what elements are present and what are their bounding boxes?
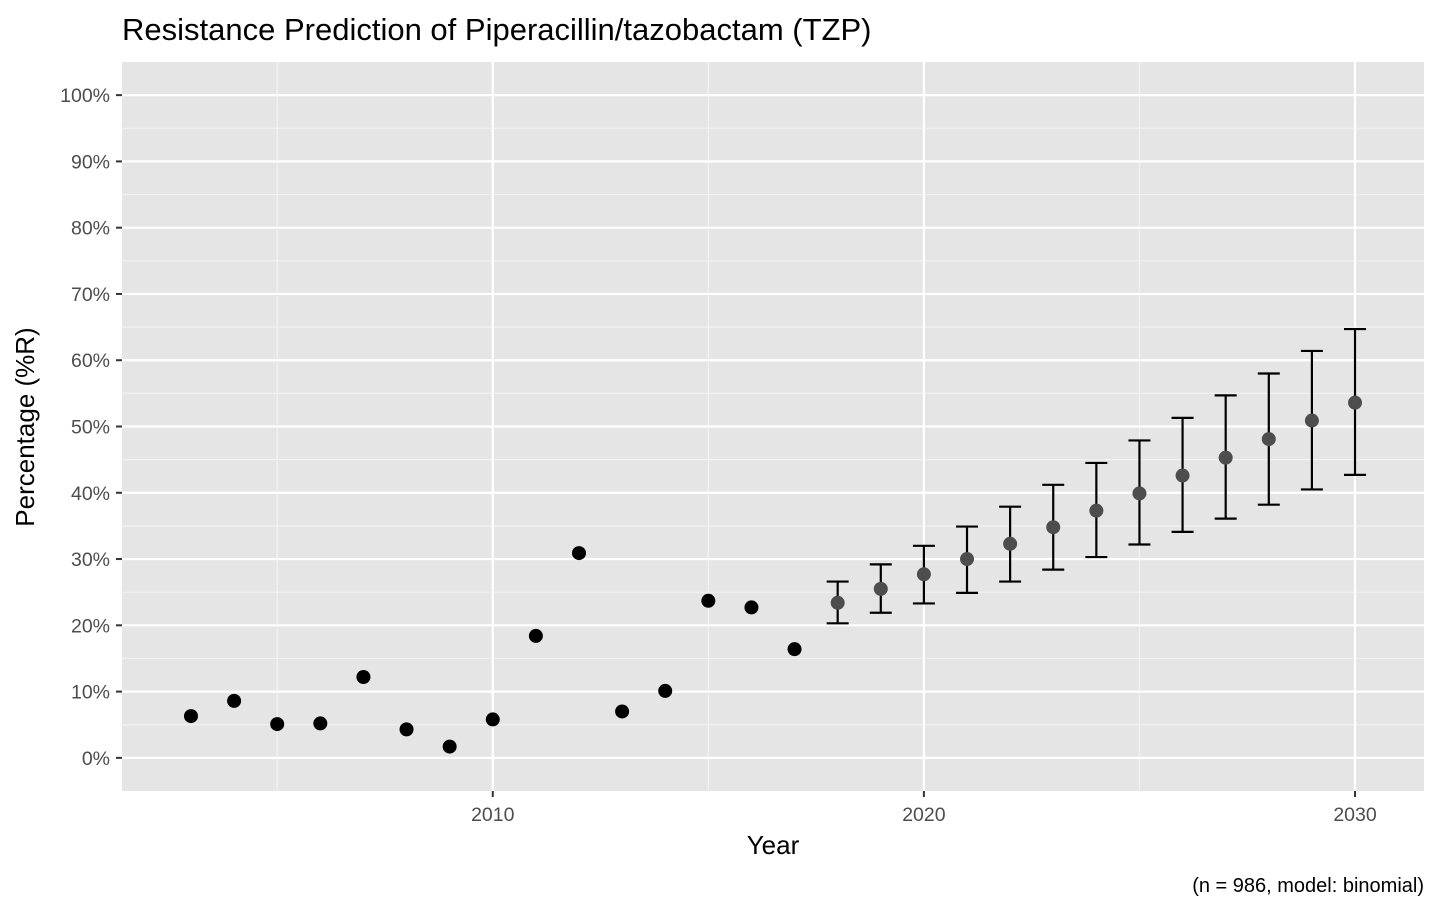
x-tick-label: 2030 [1333,804,1377,826]
observed-point [227,693,242,708]
observed-point [399,722,414,737]
major-y-gridlines [122,94,1424,759]
x-tick-label: 2020 [902,804,946,826]
observed-point [313,716,328,731]
observed-point [485,712,500,727]
y-tick-label: 40% [71,483,110,505]
observed-point [615,704,630,719]
predicted-point [1348,395,1363,410]
y-tick-label: 10% [71,682,110,704]
predicted-point [1218,450,1233,465]
predicted-point [1132,486,1147,501]
y-tick-label: 90% [71,151,110,173]
x-axis-title: Year [747,830,800,860]
y-tick-label: 50% [71,417,110,439]
observed-point [442,739,457,754]
y-axis-title: Percentage (%R) [10,327,40,526]
x-tick-label: 2010 [471,804,515,826]
y-tick-label: 70% [71,284,110,306]
predicted-point [916,567,931,582]
predicted-point [960,552,975,567]
observed-point [270,717,285,732]
y-tick-label: 20% [71,615,110,637]
observed-point [787,642,802,657]
y-tick-label: 0% [82,748,110,770]
predicted-point [1003,536,1018,551]
observed-point [183,709,198,724]
y-tick-label: 30% [71,549,110,571]
predicted-point [1261,432,1276,447]
y-tick-label: 60% [71,350,110,372]
observed-point [571,546,586,561]
observed-point [356,670,371,685]
observed-point [658,683,673,698]
chart-title: Resistance Prediction of Piperacillin/ta… [122,12,871,47]
predicted-points [830,395,1363,610]
x-axis: 2010 2020 2030 [471,791,1377,826]
observed-point [528,628,543,643]
predicted-point [1046,520,1061,535]
observed-points [183,546,802,754]
observed-point [701,593,716,608]
y-tick-label: 80% [71,218,110,240]
y-axis: 0% 10% 20% 30% 40% 50% 60% 70% 80% 90% 100% [60,85,122,770]
chart-caption: (n = 986, model: binomial) [1192,875,1424,897]
y-tick-label: 100% [60,85,110,107]
observed-point [744,600,759,615]
predicted-point [830,595,845,610]
predicted-point [873,581,888,596]
predicted-point [1089,503,1104,518]
predicted-point [1304,413,1319,428]
predicted-point [1175,468,1190,483]
minor-y-gridlines [122,127,1424,726]
